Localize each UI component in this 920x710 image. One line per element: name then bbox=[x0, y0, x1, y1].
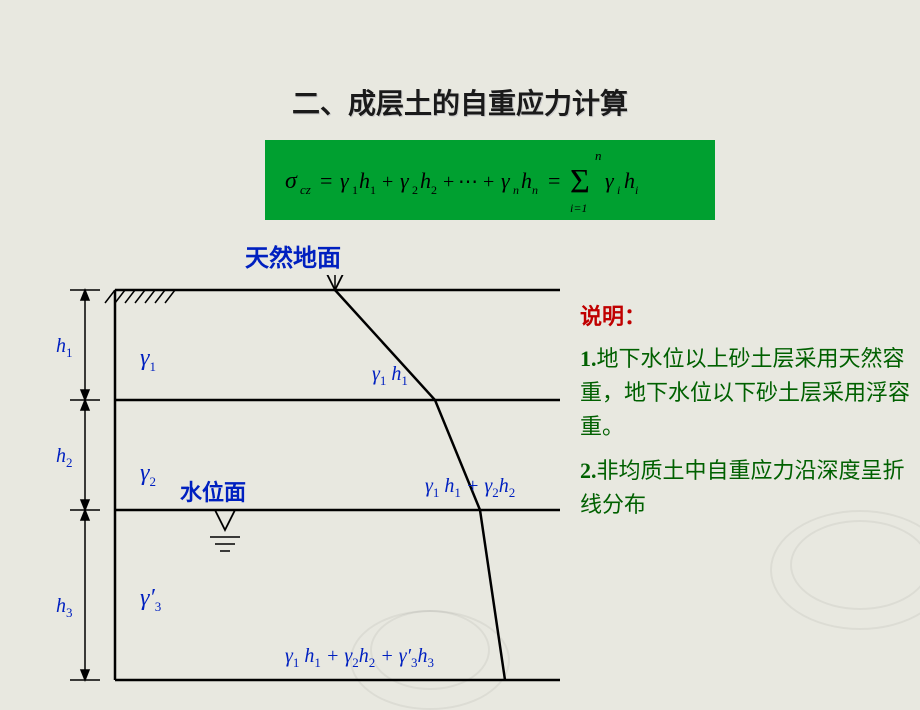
svg-text:h: h bbox=[521, 168, 532, 193]
svg-text:=: = bbox=[320, 168, 332, 193]
formula-svg: σ cz = γ 1 h 1 + γ 2 h 2 + ⋯ + γ n h n =… bbox=[265, 140, 715, 220]
stress-2-label: γ1 h1 + γ2h2 bbox=[425, 475, 515, 501]
svg-text:h: h bbox=[359, 168, 370, 193]
svg-text:h: h bbox=[420, 168, 431, 193]
svg-text:=: = bbox=[548, 168, 560, 193]
h2-label: h2 bbox=[56, 445, 73, 471]
gamma3-label: γ′3 bbox=[140, 585, 161, 615]
gamma2-label: γ2 bbox=[140, 460, 156, 490]
svg-text:γ: γ bbox=[400, 168, 410, 193]
gamma1-label: γ1 bbox=[140, 345, 156, 375]
svg-text:cz: cz bbox=[300, 182, 311, 197]
soil-diagram: h1 h2 h3 γ1 γ2 γ′3 γ1 h1 γ1 h1 + γ2h2 γ1… bbox=[60, 275, 570, 685]
water-table-label: 水位面 bbox=[180, 475, 246, 507]
explain-point-1: 1.地下水位以上砂土层采用天然容重，地下水位以下砂土层采用浮容重。 bbox=[580, 342, 910, 444]
h1-label: h1 bbox=[56, 335, 73, 361]
svg-text:1: 1 bbox=[352, 183, 358, 197]
svg-text:Σ: Σ bbox=[570, 163, 590, 200]
h3-label: h3 bbox=[56, 595, 73, 621]
ground-surface-label: 天然地面 bbox=[245, 238, 341, 273]
svg-text:2: 2 bbox=[431, 183, 437, 197]
svg-text:i=1: i=1 bbox=[570, 201, 587, 215]
svg-text:+: + bbox=[483, 171, 494, 193]
svg-text:n: n bbox=[532, 183, 538, 197]
svg-text:+: + bbox=[443, 171, 454, 193]
watermark-ripple bbox=[790, 520, 920, 610]
svg-text:γ: γ bbox=[501, 168, 511, 193]
svg-text:h: h bbox=[624, 168, 635, 193]
formula-box: σ cz = γ 1 h 1 + γ 2 h 2 + ⋯ + γ n h n =… bbox=[265, 140, 715, 220]
explanation-block: 说明： 1.地下水位以上砂土层采用天然容重，地下水位以下砂土层采用浮容重。 2.… bbox=[580, 300, 910, 523]
svg-text:2: 2 bbox=[412, 183, 418, 197]
svg-text:γ: γ bbox=[605, 168, 615, 193]
page-title: 二、成层土的自重应力计算 bbox=[0, 82, 920, 122]
explain-heading: 说明： bbox=[580, 300, 910, 334]
svg-text:i: i bbox=[635, 183, 638, 197]
svg-text:γ: γ bbox=[340, 168, 350, 193]
svg-text:+: + bbox=[382, 171, 393, 193]
explain-point-2: 2.非均质土中自重应力沿深度呈折线分布 bbox=[580, 454, 910, 522]
svg-text:n: n bbox=[595, 148, 602, 163]
stress-1-label: γ1 h1 bbox=[372, 363, 408, 389]
svg-text:n: n bbox=[513, 183, 519, 197]
svg-text:σ: σ bbox=[285, 168, 298, 194]
stress-3-label: γ1 h1 + γ2h2 + γ′3h3 bbox=[285, 645, 434, 671]
svg-text:1: 1 bbox=[370, 183, 376, 197]
svg-text:⋯: ⋯ bbox=[458, 171, 478, 193]
svg-text:i: i bbox=[617, 183, 620, 197]
